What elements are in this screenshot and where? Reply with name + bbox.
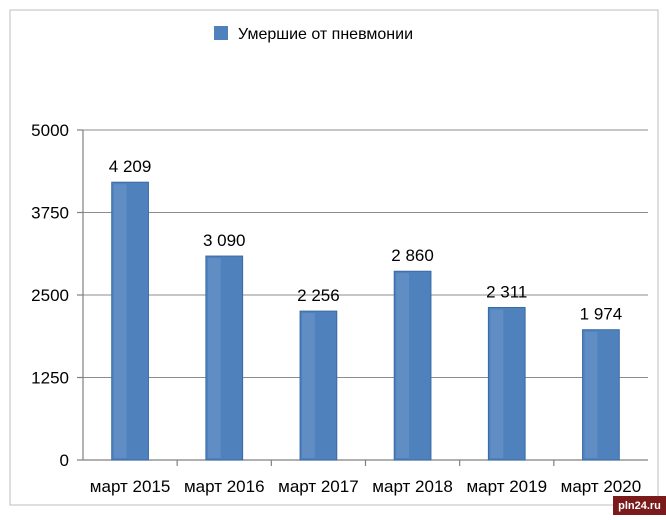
legend: Умершие от пневмонии [214,26,413,43]
y-tick-label: 3750 [31,204,69,223]
x-tick-label: март 2020 [561,477,642,496]
bar [582,329,620,461]
bar-highlight [490,309,504,458]
data-label: 4 209 [109,157,152,176]
data-labels: 4 209 3 090 2 256 2 860 2 311 1 974 [109,157,622,324]
bar-highlight [113,184,127,458]
data-label: 1 974 [580,305,623,324]
bars [111,181,620,461]
x-tick-label: март 2015 [90,477,171,496]
watermark-text: pln24.ru [618,500,661,512]
bar [487,306,526,461]
x-tick-label: март 2017 [278,477,359,496]
x-tick-label: март 2018 [372,477,453,496]
data-label: 2 256 [297,286,340,305]
y-axis-ticks: 0 1250 2500 3750 5000 [31,121,69,470]
legend-swatch [214,26,228,40]
x-tick-label: март 2016 [184,477,265,496]
legend-label: Умершие от пневмонии [238,26,413,43]
bar-highlight [302,313,315,458]
data-label: 2 860 [391,246,434,265]
bar [299,310,338,461]
y-tick-label: 1250 [31,369,69,388]
y-tick-label: 5000 [31,121,69,140]
bar-highlight [207,258,221,458]
y-tick-label: 0 [60,451,69,470]
watermark-bg [613,496,666,515]
bar-highlight [396,273,410,458]
bar [205,255,244,461]
bar-highlight [584,331,598,458]
x-tick-label: март 2019 [466,477,547,496]
bar [111,181,149,461]
bar [393,270,432,461]
x-axis-ticks: март 2015 март 2016 март 2017 март 2018 март… [90,477,641,496]
data-label: 2 311 [486,282,527,301]
watermark: pln24.ru [613,496,666,515]
gridlines [77,129,648,466]
y-tick-label: 2500 [31,286,69,305]
data-label: 3 090 [203,231,246,250]
